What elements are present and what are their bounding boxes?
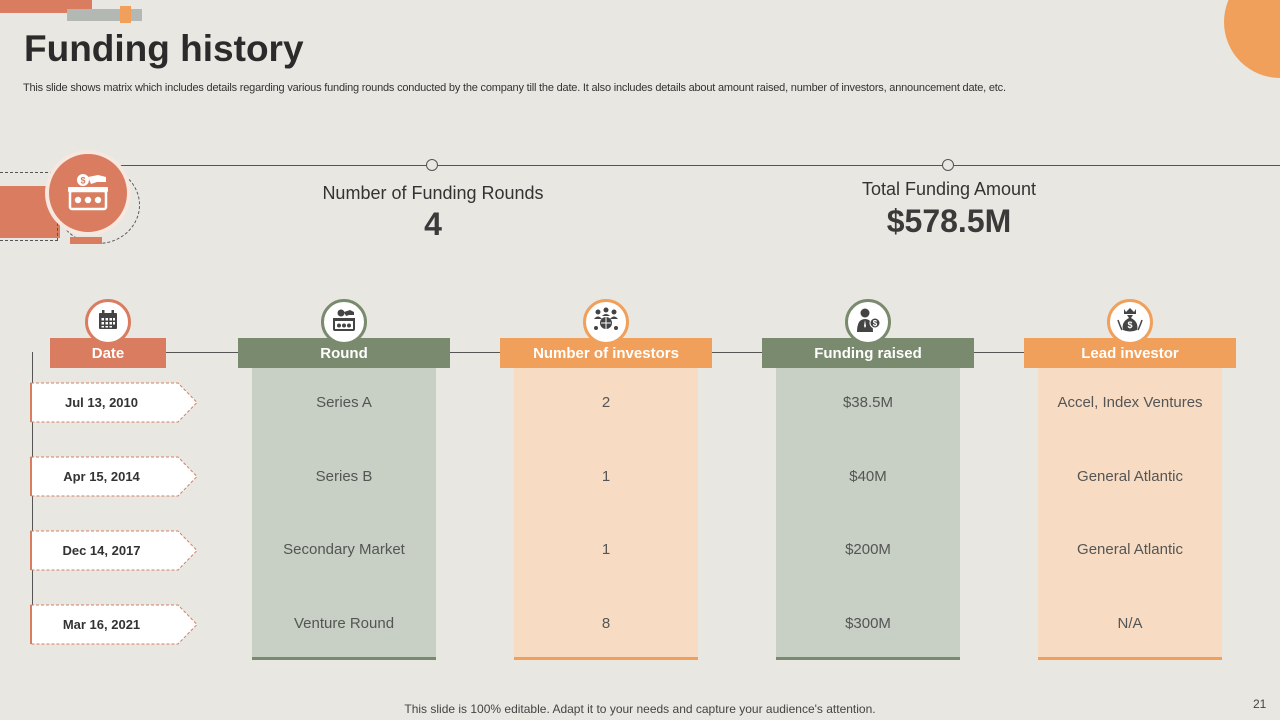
date-vertical-line — [32, 352, 33, 644]
round-cell: Series A — [316, 394, 372, 411]
page-number: 21 — [1253, 697, 1267, 711]
lead-cell: General Atlantic — [1077, 541, 1183, 558]
header-funding: Funding raised — [762, 338, 974, 368]
funding-cell: $40M — [849, 468, 887, 485]
decor-circle-orange — [1224, 0, 1280, 78]
round-cell: Venture Round — [293, 615, 395, 632]
money-box-icon — [331, 307, 357, 338]
timeline-dot — [942, 159, 954, 171]
funding-icon-badge: $ — [845, 299, 891, 345]
investors-icon-badge — [583, 299, 629, 345]
funding-cell: $300M — [845, 615, 891, 632]
calendar-icon — [96, 308, 120, 337]
lead-cell: General Atlantic — [1077, 468, 1183, 485]
round-column-body — [252, 368, 436, 660]
donation-box-icon: $ — [64, 167, 112, 220]
investors-cell: 1 — [601, 541, 611, 558]
date-icon-badge — [85, 299, 131, 345]
lead-icon-badge: $ — [1107, 299, 1153, 345]
hero-tab — [70, 237, 102, 244]
funding-cell: $200M — [845, 541, 891, 558]
header-investors: Number of investors — [500, 338, 712, 368]
funding-cell: $38.5M — [842, 394, 894, 411]
svg-text:$: $ — [80, 175, 85, 185]
date-tag: Dec 14, 2017 — [30, 530, 198, 571]
investors-column-body — [514, 368, 698, 660]
date-label: Apr 15, 2014 — [63, 469, 140, 484]
date-label: Mar 16, 2021 — [62, 617, 141, 632]
round-cell: Secondary Market — [283, 541, 405, 558]
svg-text:$: $ — [873, 319, 878, 328]
investors-cell: 8 — [601, 615, 611, 632]
timeline-line — [118, 165, 1280, 166]
kpi-rounds-value: 4 — [424, 206, 442, 242]
round-icon-badge — [321, 299, 367, 345]
lead-column-body — [1038, 368, 1222, 660]
money-bag-crown-icon: $ — [1116, 306, 1144, 339]
investor-money-icon: $ — [854, 306, 882, 339]
date-tag: Mar 16, 2021 — [30, 604, 198, 645]
date-label: Dec 14, 2017 — [62, 543, 141, 558]
kpi-total-value: $578.5M — [886, 203, 1012, 239]
round-cell: Series B — [315, 468, 373, 485]
date-tag: Jul 13, 2010 — [30, 382, 198, 423]
decor-bar-orange — [120, 6, 131, 23]
page-title: Funding history — [24, 28, 304, 69]
investors-cell: 1 — [601, 468, 611, 485]
kpi-rounds-label: Number of Funding Rounds — [322, 183, 544, 203]
global-investors-icon — [592, 306, 620, 339]
svg-text:$: $ — [1127, 320, 1132, 330]
investors-cell: 2 — [601, 394, 611, 411]
page-subtitle: This slide shows matrix which includes d… — [23, 82, 1006, 94]
date-label: Jul 13, 2010 — [65, 395, 138, 410]
lead-cell: Accel, Index Ventures — [1057, 394, 1203, 411]
hero-badge: $ — [45, 150, 131, 236]
funding-column-body — [776, 368, 960, 660]
footer-note: This slide is 100% editable. Adapt it to… — [404, 702, 876, 716]
timeline-dot — [426, 159, 438, 171]
lead-cell: N/A — [1117, 615, 1143, 632]
kpi-total-label: Total Funding Amount — [861, 179, 1037, 199]
date-tag: Apr 15, 2014 — [30, 456, 198, 497]
